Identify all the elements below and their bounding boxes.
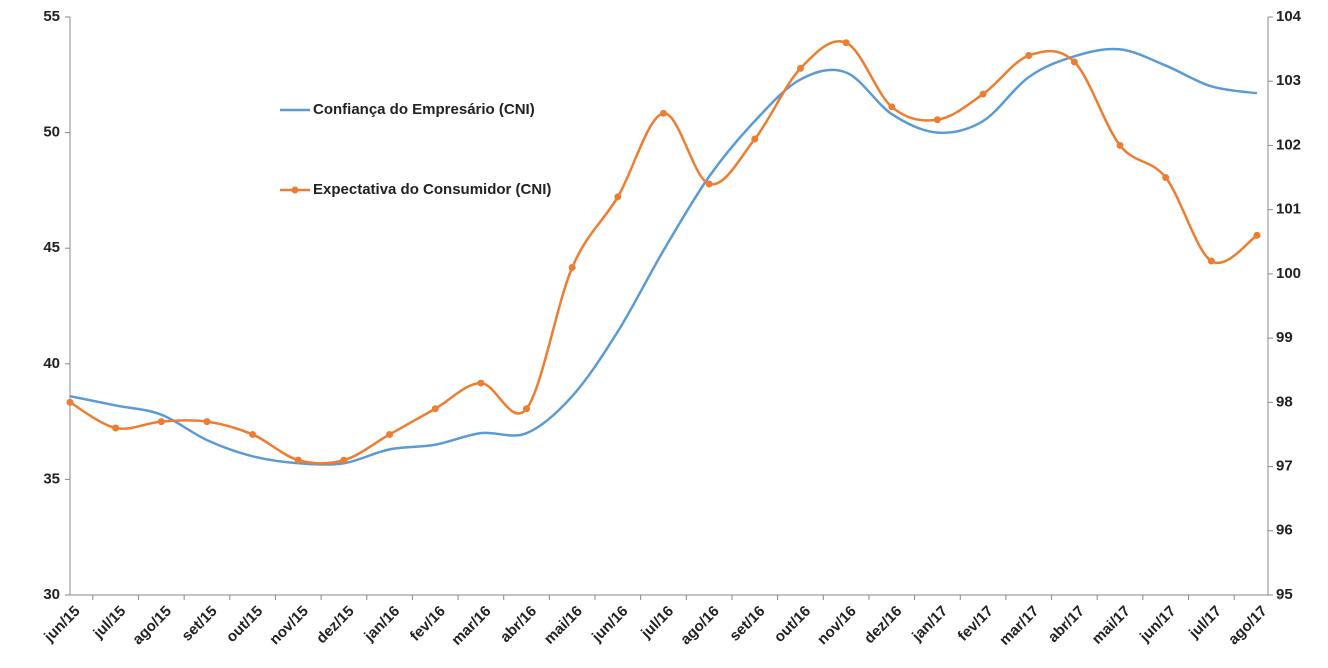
point xyxy=(386,430,394,438)
point xyxy=(66,398,74,406)
x-tick-label: ago/15 xyxy=(129,603,175,649)
point xyxy=(751,135,759,143)
y2-tick-label: 98 xyxy=(1276,393,1293,410)
point xyxy=(1207,257,1215,265)
y2-tick-label: 101 xyxy=(1276,201,1301,218)
y2-tick-label: 96 xyxy=(1276,522,1293,539)
point xyxy=(979,90,987,98)
y-tick-label: 55 xyxy=(43,8,60,25)
x-tick-label: ago/16 xyxy=(677,603,723,649)
point xyxy=(294,456,302,464)
legend-label: Expectativa do Consumidor (CNI) xyxy=(313,181,551,198)
x-tick-label: mai/17 xyxy=(1089,603,1134,648)
point xyxy=(112,424,120,432)
series-line xyxy=(69,47,1258,466)
y2-tick-label: 95 xyxy=(1276,586,1293,603)
legend-marker xyxy=(291,186,299,194)
point xyxy=(888,103,896,111)
point xyxy=(568,263,576,271)
point xyxy=(340,456,348,464)
y-tick-label: 35 xyxy=(43,470,60,487)
point xyxy=(249,430,257,438)
point xyxy=(842,39,850,47)
x-tick-label: abr/16 xyxy=(497,603,540,646)
x-tick-label: nov/16 xyxy=(814,603,860,649)
point xyxy=(660,109,667,117)
x-tick-label: jul/15 xyxy=(89,603,129,643)
x-tick-label: mar/17 xyxy=(996,603,1042,649)
point xyxy=(1025,52,1033,60)
x-tick-label: ago/17 xyxy=(1225,603,1271,649)
x-tick-label: nov/15 xyxy=(266,603,312,649)
point xyxy=(431,405,439,413)
x-tick-label: fev/17 xyxy=(955,603,997,645)
point xyxy=(614,193,622,201)
point xyxy=(796,64,804,72)
x-tick-label: out/16 xyxy=(771,603,814,646)
x-tick-label: set/16 xyxy=(726,603,768,645)
x-tick-label: fev/16 xyxy=(407,603,449,645)
y2-tick-label: 104 xyxy=(1276,8,1302,25)
point xyxy=(203,418,211,426)
x-tick-label: dez/16 xyxy=(861,603,905,647)
x-tick-label: set/15 xyxy=(178,603,220,645)
x-tick-label: jun/17 xyxy=(1136,603,1179,646)
y-tick-label: 40 xyxy=(43,355,60,372)
x-tick-label: mai/16 xyxy=(541,603,586,648)
x-tick-label: out/15 xyxy=(223,603,266,646)
point xyxy=(1116,141,1124,149)
x-tick-label: jan/17 xyxy=(908,603,951,646)
y2-tick-label: 97 xyxy=(1276,458,1293,475)
x-tick-label: jun/15 xyxy=(40,603,83,646)
y2-tick-label: 103 xyxy=(1276,72,1301,89)
y-tick-label: 50 xyxy=(43,124,60,141)
point xyxy=(705,180,713,188)
legend-label: Confiança do Empresário (CNI) xyxy=(313,101,535,118)
point xyxy=(157,418,165,426)
x-tick-label: abr/17 xyxy=(1045,603,1088,646)
x-tick-label: jun/16 xyxy=(588,603,631,646)
x-tick-label: jul/16 xyxy=(637,603,677,643)
point xyxy=(1162,174,1170,182)
y-tick-label: 30 xyxy=(43,586,60,603)
y2-tick-label: 100 xyxy=(1276,265,1301,282)
point xyxy=(933,116,941,124)
point xyxy=(477,379,485,387)
x-tick-label: jan/16 xyxy=(360,603,403,646)
x-tick-label: mar/16 xyxy=(448,603,494,649)
x-tick-label: jul/17 xyxy=(1185,603,1225,643)
point xyxy=(1070,58,1078,66)
point xyxy=(1253,231,1261,239)
y2-tick-label: 102 xyxy=(1276,136,1301,153)
point xyxy=(523,405,531,413)
y-tick-label: 45 xyxy=(43,239,60,256)
x-tick-label: dez/15 xyxy=(313,603,357,647)
y2-tick-label: 99 xyxy=(1276,329,1293,346)
